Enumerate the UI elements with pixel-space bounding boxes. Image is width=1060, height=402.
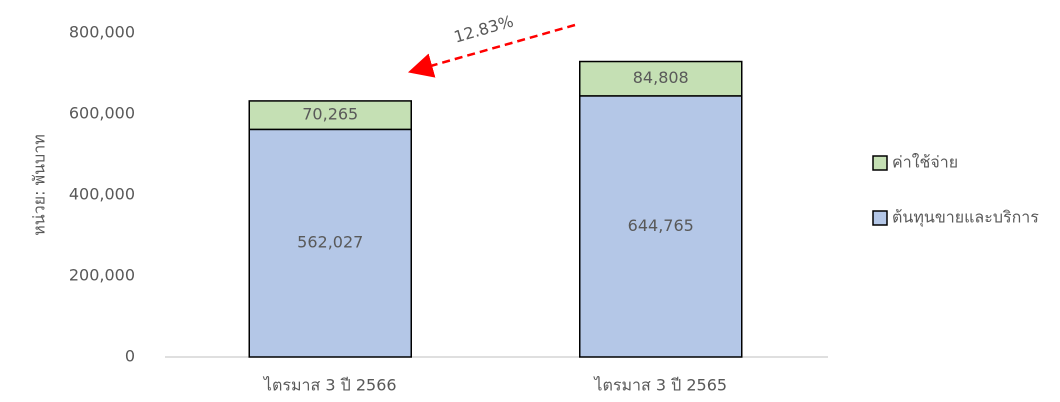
y-tick-label: 200,000 <box>69 266 135 285</box>
value-label: 562,027 <box>297 233 363 252</box>
legend-swatch <box>872 155 888 171</box>
annotation: 12.83% <box>452 11 516 46</box>
bar-segment <box>579 95 743 358</box>
value-label: 84,808 <box>633 68 689 87</box>
x-tick-label: ไตรมาส 3 ปี 2566 <box>262 376 397 395</box>
legend-swatch <box>872 210 888 226</box>
bar-segment <box>579 60 743 97</box>
legend-label: ต้นทุนขายและบริการ <box>892 208 1039 228</box>
y-tick-label: 600,000 <box>69 104 135 123</box>
y-tick-label: 800,000 <box>69 23 135 42</box>
x-tick-label: ไตรมาส 3 ปี 2565 <box>592 376 727 395</box>
value-label: 70,265 <box>302 105 358 124</box>
y-axis-label: หน่วย: พันบาท <box>30 134 49 236</box>
y-tick-label: 0 <box>125 347 135 366</box>
change-arrow <box>407 23 576 78</box>
value-label: 644,765 <box>628 216 694 235</box>
legend-label: ค่าใช้จ่าย <box>892 153 958 172</box>
bar-segment <box>248 100 412 131</box>
bar-segment <box>248 128 412 358</box>
y-tick-label: 400,000 <box>69 185 135 204</box>
